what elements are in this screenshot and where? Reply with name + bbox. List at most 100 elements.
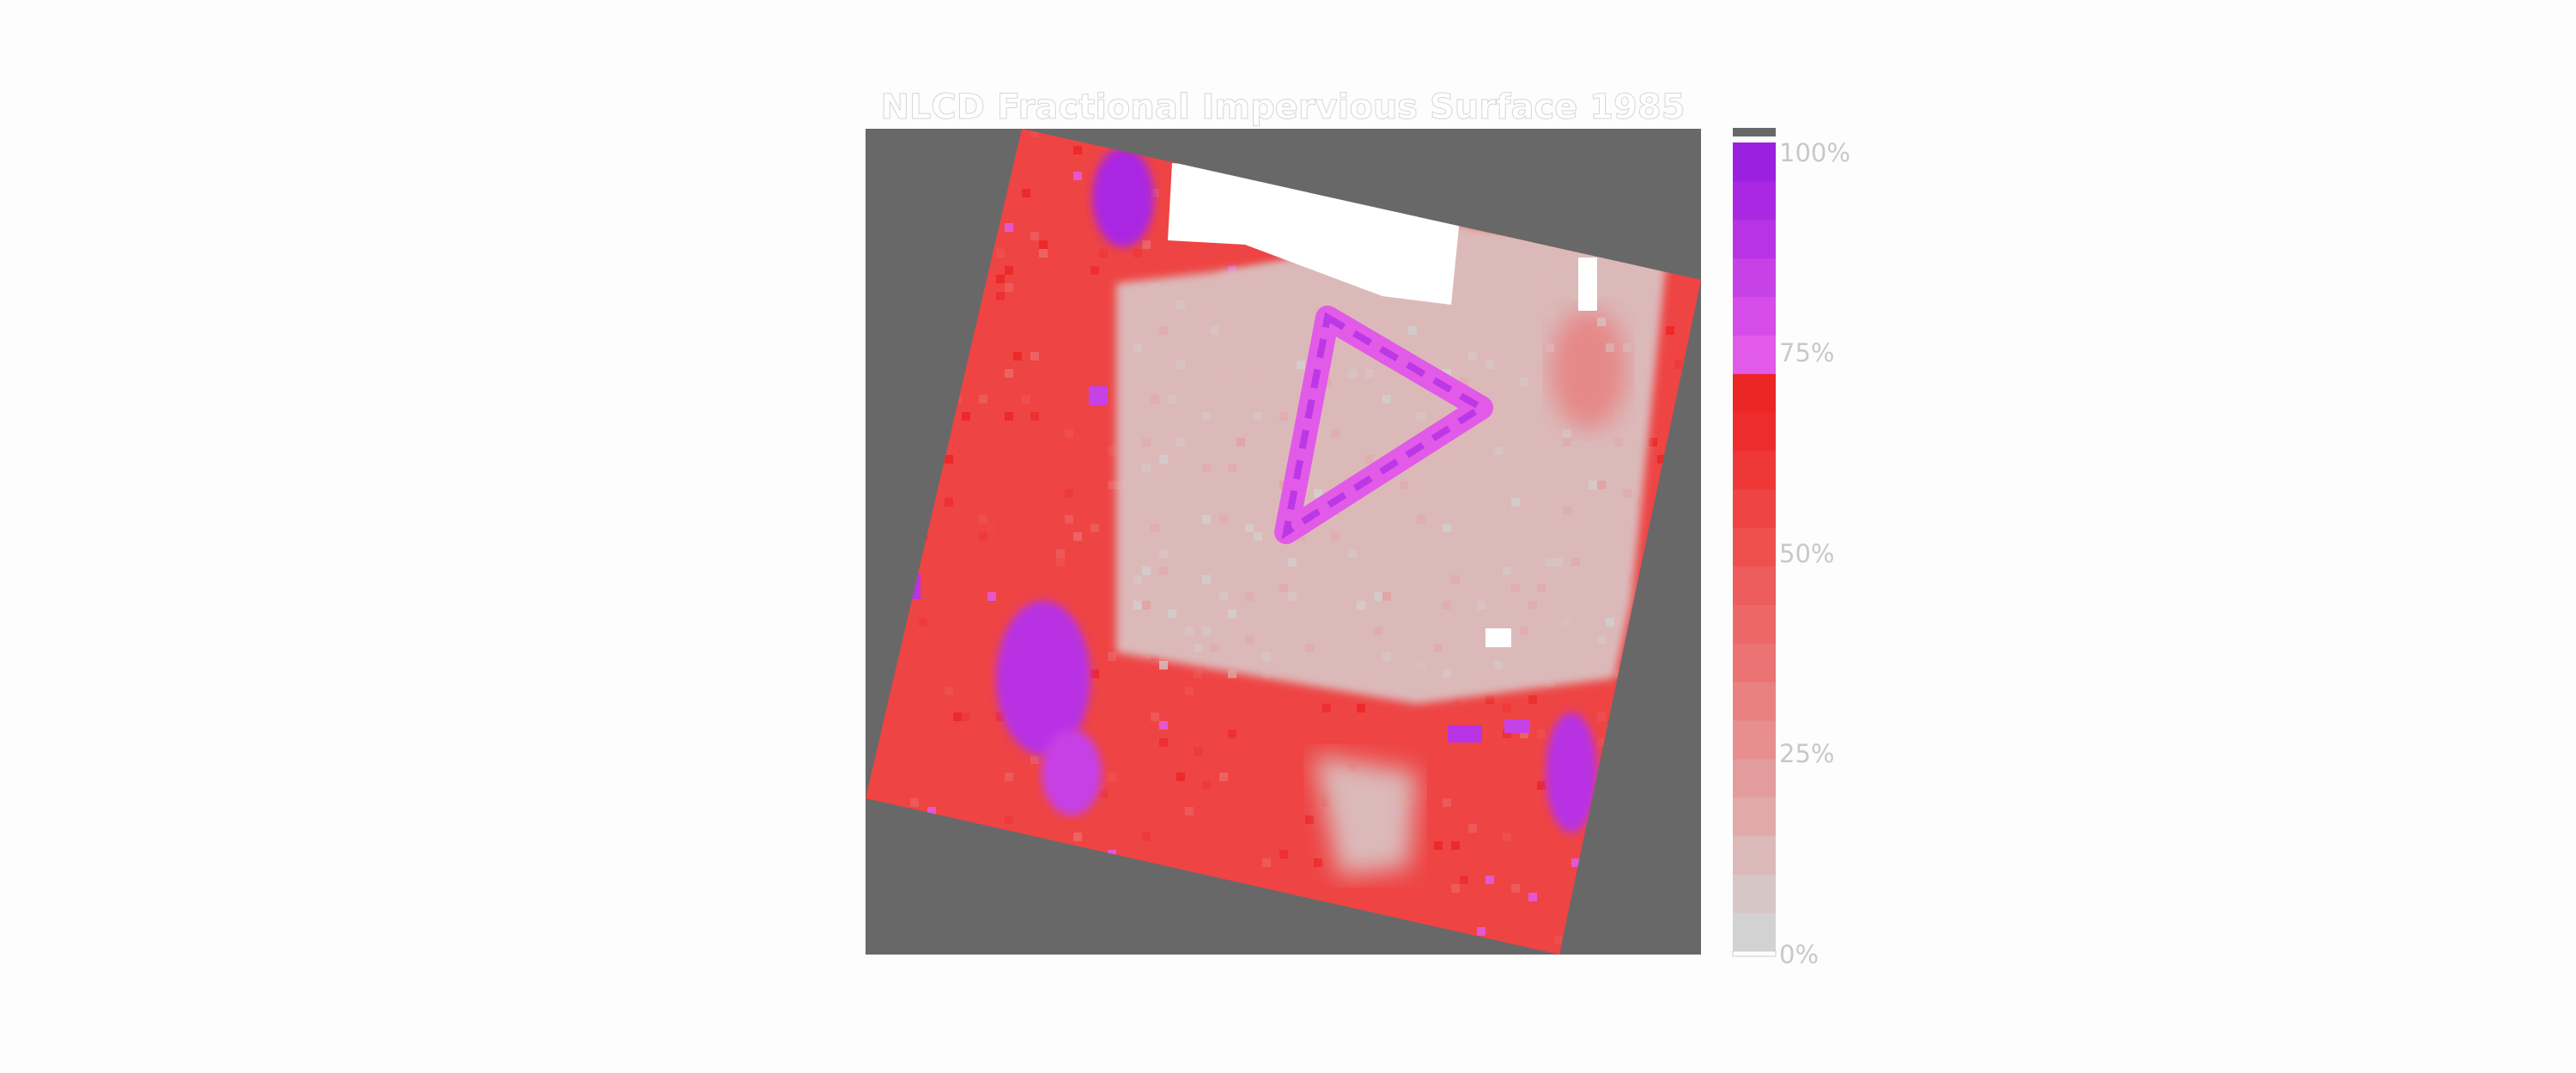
- colorbar-segment: [1733, 912, 1776, 952]
- field-pixel: [1365, 455, 1374, 464]
- field-pixel: [1434, 841, 1443, 850]
- field-pixel: [1176, 361, 1185, 369]
- field-pixel: [1400, 481, 1408, 489]
- field-pixel: [1485, 695, 1494, 704]
- field-pixel: [1194, 747, 1202, 755]
- field-pixel: [1142, 352, 1151, 361]
- colorbar-segment: [1732, 950, 1777, 957]
- colorbar-segment: [1733, 797, 1776, 837]
- field-pixel: [1202, 532, 1211, 541]
- colorbar-segment: [1733, 335, 1776, 374]
- field-pixel: [1279, 412, 1288, 421]
- field-pixel: [1623, 343, 1631, 352]
- field-pixel: [1228, 815, 1236, 824]
- colorbar-tick-label-0: 0%: [1779, 940, 1819, 969]
- field-pixel: [1425, 318, 1434, 326]
- field-pixel: [1305, 815, 1314, 824]
- field-pixel: [1357, 704, 1365, 712]
- raster-tile: [866, 129, 1701, 955]
- field-pixel: [1511, 395, 1520, 403]
- field-pixel: [1674, 361, 1683, 369]
- field-pixel: [1417, 515, 1425, 524]
- field-pixel: [996, 275, 1005, 283]
- field-pixel: [1030, 755, 1039, 764]
- field-pixel: [1185, 335, 1194, 343]
- field-pixel: [1494, 661, 1503, 670]
- colorbar-segments: [1732, 142, 1777, 957]
- field-pixel: [1520, 378, 1528, 386]
- colorbar-tick-label-25: 25%: [1779, 739, 1834, 768]
- field-pixel: [1571, 558, 1580, 567]
- field-pixel: [1503, 567, 1511, 575]
- field-pixel: [1554, 936, 1563, 944]
- field-pixel: [1211, 326, 1219, 335]
- field-pixel: [1537, 584, 1546, 592]
- field-pixel: [962, 781, 970, 790]
- field-pixel: [1503, 730, 1511, 738]
- field-pixel: [1649, 395, 1657, 403]
- field-pixel: [1142, 438, 1151, 446]
- field-pixel: [979, 395, 987, 403]
- field-pixel: [1348, 549, 1357, 558]
- field-pixel: [1219, 592, 1228, 601]
- field-pixel: [945, 455, 953, 464]
- field-pixel: [1168, 635, 1176, 644]
- field-pixel: [1202, 644, 1211, 652]
- field-pixel: [1528, 893, 1537, 901]
- field-pixel: [1185, 687, 1194, 695]
- colorbar-segment: [1733, 604, 1776, 644]
- field-pixel: [1391, 429, 1400, 438]
- field-pixel: [1151, 712, 1159, 721]
- field-pixel: [1666, 326, 1674, 335]
- field-pixel: [1108, 446, 1116, 455]
- field-pixel: [1048, 309, 1056, 318]
- field-pixel: [1348, 369, 1357, 378]
- field-pixel: [1357, 601, 1365, 609]
- field-pixel: [996, 249, 1005, 258]
- field-pixel: [1382, 652, 1391, 661]
- field-pixel: [1091, 670, 1099, 678]
- purple-patch-right: [1546, 712, 1597, 833]
- field-pixel: [1202, 575, 1211, 584]
- field-pixel: [1331, 429, 1340, 438]
- triangle-vertices: [1281, 312, 1488, 540]
- field-pixel: [1314, 489, 1322, 498]
- field-pixel: [1657, 429, 1666, 438]
- field-pixel: [1443, 524, 1451, 532]
- field-pixel: [1537, 781, 1546, 790]
- field-pixel: [1606, 343, 1614, 352]
- field-pixel: [1331, 532, 1340, 541]
- field-pixel: [1211, 644, 1219, 652]
- field-pixel: [1013, 352, 1022, 361]
- field-pixel: [1443, 798, 1451, 807]
- field-pixel: [919, 618, 927, 627]
- field-pixel: [1374, 592, 1382, 601]
- field-pixel: [1305, 644, 1314, 652]
- field-pixel: [1520, 412, 1528, 421]
- field-pixel: [962, 412, 970, 421]
- field-pixel: [1382, 592, 1391, 601]
- colorbar-segment: [1733, 719, 1776, 760]
- field-pixel: [1219, 515, 1228, 524]
- purple-patch-top: [1092, 148, 1154, 247]
- field-pixel: [1485, 876, 1494, 884]
- field-pixel: [1142, 833, 1151, 841]
- field-pixel: [1546, 515, 1554, 524]
- field-pixel: [1151, 283, 1159, 292]
- colorbar-segment: [1733, 566, 1776, 605]
- field-pixel: [1219, 773, 1228, 781]
- field-pixel: [1091, 266, 1099, 275]
- field-pixel: [1116, 798, 1125, 807]
- field-pixel: [1065, 429, 1073, 438]
- field-pixel: [1151, 489, 1159, 498]
- field-pixel: [945, 498, 953, 506]
- field-pixel: [1451, 884, 1460, 893]
- field-pixel: [1288, 592, 1297, 601]
- field-pixel: [1649, 438, 1657, 446]
- field-pixel: [910, 798, 919, 807]
- field-pixel: [1563, 438, 1571, 446]
- field-pixel: [1133, 343, 1142, 352]
- field-pixel: [1425, 652, 1434, 661]
- field-pixel: [1108, 773, 1116, 781]
- colorbar-segment: [1733, 835, 1776, 875]
